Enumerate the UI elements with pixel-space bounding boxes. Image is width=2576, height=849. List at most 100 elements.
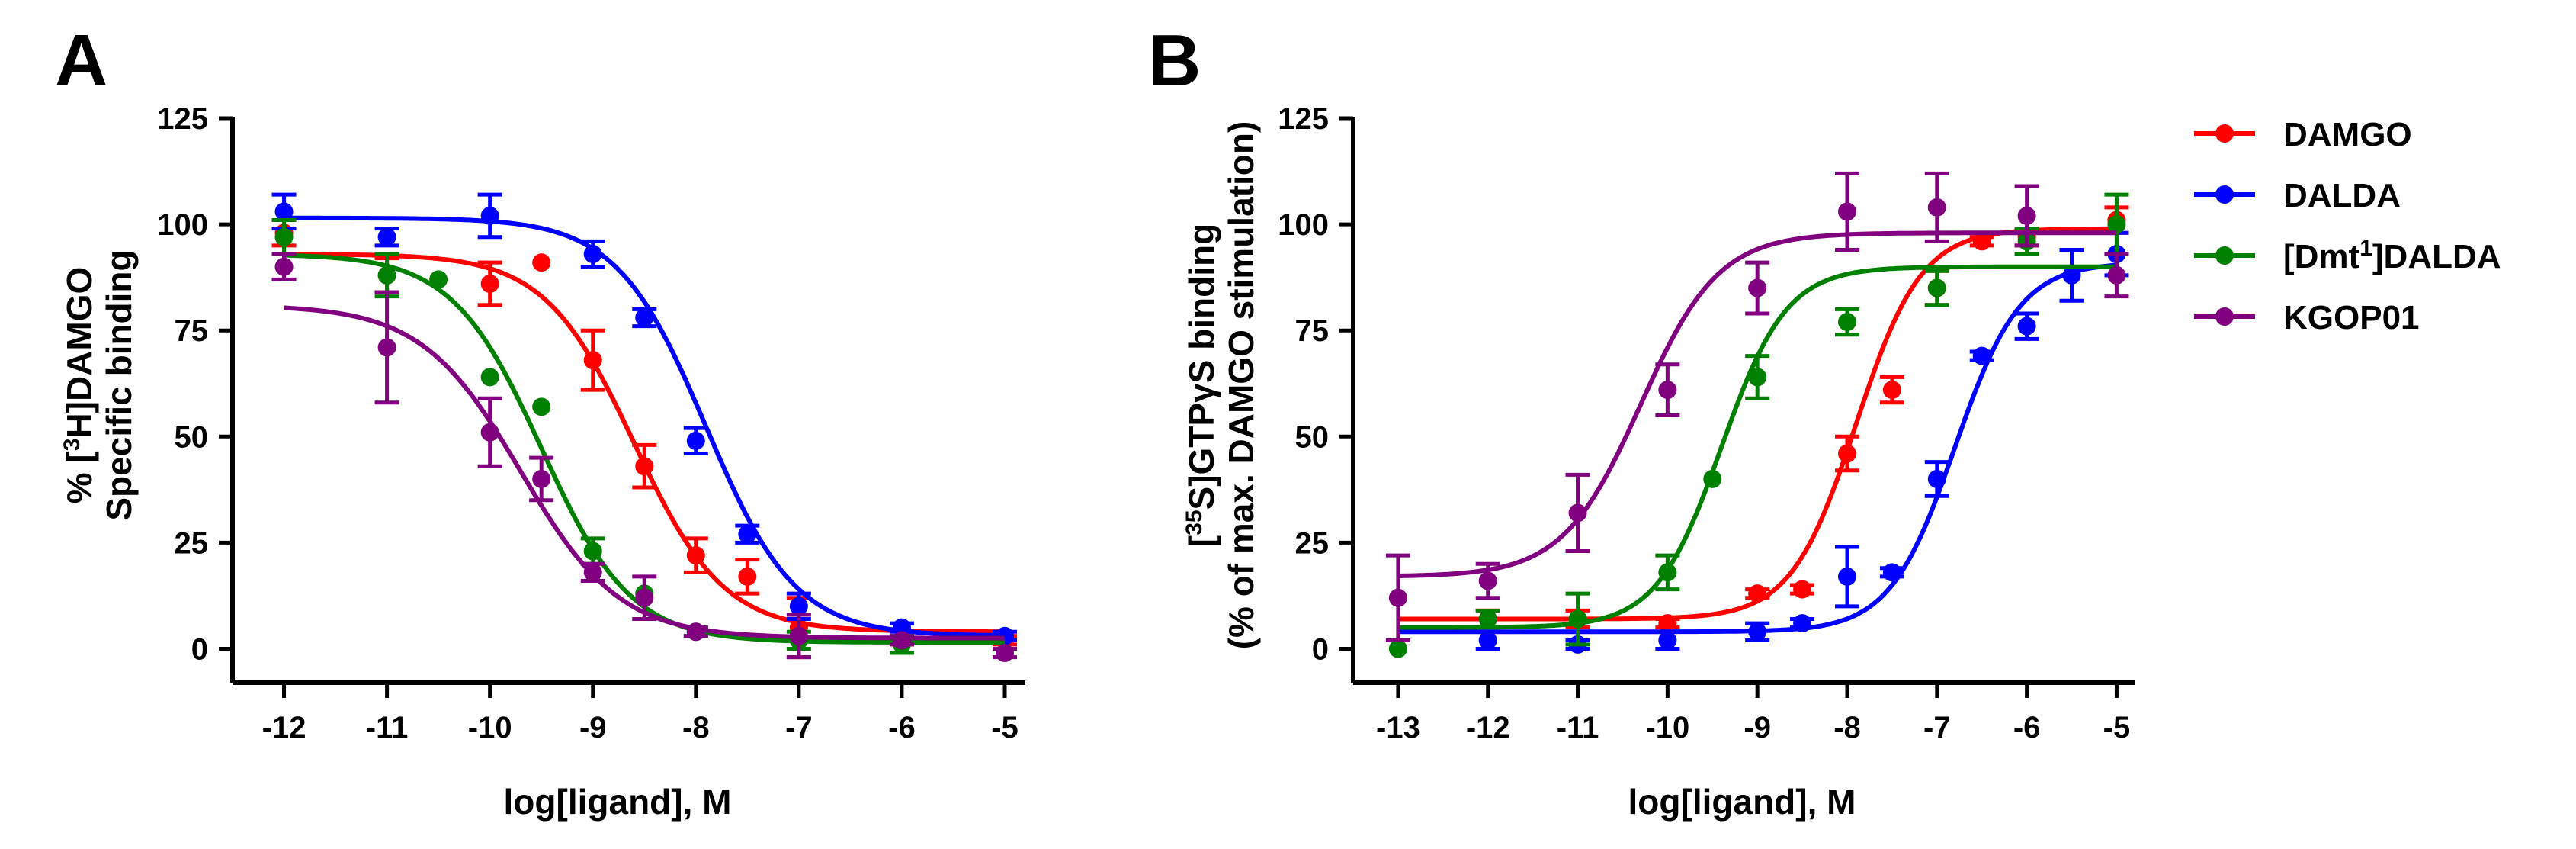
panel-b-x-tick-label: -6 <box>2013 711 2041 744</box>
legend-marker-damgo <box>2215 124 2234 143</box>
panel-a-y-tick-label: 0 <box>191 632 208 666</box>
panel-b-x-tick-label: -5 <box>2103 711 2131 744</box>
panel-b-point-dalda <box>1837 567 1856 586</box>
panel-a-y-tick-label: 125 <box>157 102 208 136</box>
panel-a-y-tick-label: 25 <box>175 526 209 560</box>
panel-b-point-kgop01 <box>1388 588 1407 607</box>
panel-a-point-kgop01 <box>583 563 602 582</box>
panel-b-y-tick-label: 125 <box>1278 102 1329 136</box>
panel-a-ylabel-line1: % [3H]DAMGO <box>59 267 100 504</box>
panel-b-y-tick-label: 25 <box>1295 526 1330 560</box>
panel-b-x-tick-label: -10 <box>1645 711 1689 744</box>
panel-b-x-tick-label: -11 <box>1557 711 1599 744</box>
panel-b-ylabel: [35S]GTPγS binding (% of max. DAMGO stim… <box>1182 121 1262 650</box>
panel-b-point-kgop01 <box>2017 206 2036 225</box>
panel-a-point-kgop01 <box>377 338 396 357</box>
panel-a-point-dalda <box>377 227 396 246</box>
panel-a-ylabel-line2: Specific binding <box>99 249 139 520</box>
panel-a-point-kgop01 <box>532 469 551 488</box>
legend: DAMGO DALDA [Dmt1]DALDA KGOP01 <box>2194 116 2501 336</box>
panel-b-point-dmt1-dalda <box>1568 609 1587 629</box>
panel-b-ylabel-line1: [35S]GTPγS binding <box>1182 224 1222 547</box>
panel-a-point-dalda <box>738 525 757 544</box>
panel-b-point-kgop01 <box>1837 202 1856 221</box>
panel-a-point-kgop01 <box>995 644 1014 663</box>
panel-b-plot: 0 25 50 75 100 125 -13 -12 -11 -10 -9 -8 -7 -6 -5 <box>1278 102 2135 744</box>
panel-b-point-dmt1-dalda <box>1703 469 1722 488</box>
panel-b-y-tick-label: 75 <box>1295 314 1330 348</box>
panel-a-y-tick-label: 50 <box>175 420 209 454</box>
panel-a-ylabel: % [3H]DAMGO Specific binding <box>59 249 140 520</box>
panel-b-point-damgo <box>1658 614 1677 633</box>
panel-b-y-tick-label: 0 <box>1312 632 1329 666</box>
panel-b-x-tick-label: -7 <box>1923 711 1951 744</box>
panel-b-x-tick-label: -8 <box>1833 711 1861 744</box>
panel-a-x-tick-label: -11 <box>366 711 409 744</box>
legend-item-kgop01: KGOP01 <box>2194 299 2420 336</box>
panel-b-letter: B <box>1148 20 1201 101</box>
panel-b-x-tick-label: -12 <box>1466 711 1510 744</box>
legend-label-dmt1-dalda: [Dmt1]DALDA <box>2283 236 2501 276</box>
panel-a-point-kgop01 <box>892 631 911 650</box>
panel-a-point-kgop01 <box>274 257 294 276</box>
panel-a-point-dalda <box>635 308 654 327</box>
panel-b-x-tick-label: -13 <box>1376 711 1420 744</box>
panel-a-point-damgo <box>480 274 499 293</box>
panel-b-point-dalda <box>2017 317 2036 336</box>
panel-b-x-tick-label: -9 <box>1744 711 1771 744</box>
panel-a-point-damgo <box>635 457 654 476</box>
panel-b-point-damgo <box>1882 381 1901 400</box>
panel-b-series-damgo <box>1397 205 2129 633</box>
panel-a-point-dmt1-dalda <box>429 270 448 289</box>
legend-item-dmt1-dalda: [Dmt1]DALDA <box>2194 236 2501 276</box>
panel-b-y-tick-label: 100 <box>1278 208 1329 242</box>
panel-b-point-damgo <box>1793 580 1812 599</box>
panel-a-point-kgop01 <box>686 622 705 642</box>
panel-b-point-kgop01 <box>1658 381 1677 400</box>
panel-b-point-dmt1-dalda <box>1658 563 1677 582</box>
panel-b-point-dalda <box>2062 265 2081 285</box>
panel-a-point-dalda <box>686 431 705 450</box>
panel-a-x-tick-label: -10 <box>468 711 512 744</box>
panel-b-point-damgo <box>1972 232 1991 251</box>
legend-item-dalda: DALDA <box>2194 177 2401 214</box>
legend-label-dalda: DALDA <box>2283 177 2401 214</box>
panel-a-series-kgop01 <box>271 252 1017 663</box>
panel-a-x-tick-label: -8 <box>682 711 710 744</box>
panel-b-point-dmt1-dalda <box>1478 609 1497 629</box>
panel-a-series-dmt1-dalda <box>271 218 1005 655</box>
panel-b-point-dalda <box>1972 346 1991 365</box>
legend-marker-dalda <box>2215 185 2234 204</box>
legend-label-kgop01: KGOP01 <box>2283 299 2420 336</box>
panel-b-point-damgo <box>1748 584 1767 603</box>
panel-a-point-dalda <box>789 597 808 616</box>
panel-a-y-tick-label: 75 <box>175 314 209 348</box>
panel-a-point-damgo <box>583 351 602 370</box>
panel-b-point-dalda <box>1927 469 1946 488</box>
panel-a-fit-curve-dalda <box>284 215 1005 638</box>
panel-a-point-dmt1-dalda <box>583 542 602 561</box>
panel-b-point-dmt1-dalda <box>2107 215 2126 234</box>
panel-a-y-tick-label: 100 <box>157 208 208 242</box>
panel-a-point-dmt1-dalda <box>377 265 396 285</box>
panel-a-point-kgop01 <box>480 423 499 442</box>
panel-a-x-tick-label: -6 <box>888 711 916 744</box>
panel-b-point-dalda <box>1658 631 1677 650</box>
panel-a-point-dmt1-dalda <box>532 397 551 416</box>
panel-b-ylabel-line2: (% of max. DAMGO stimulation) <box>1221 121 1261 650</box>
panel-b-point-kgop01 <box>2107 265 2126 285</box>
panel-a-x-tick-label: -12 <box>262 711 306 744</box>
panel-b-xlabel: log[ligand], M <box>1628 782 1856 822</box>
panel-b-point-kgop01 <box>1748 278 1767 297</box>
panel-a-point-damgo <box>532 253 551 272</box>
panel-b-series-kgop01 <box>1385 171 2129 642</box>
panel-a-x-tick-label: -5 <box>991 711 1019 744</box>
panel-b-point-kgop01 <box>1478 571 1497 590</box>
panel-a-point-dalda <box>480 206 499 225</box>
legend-marker-dmt1-dalda <box>2215 246 2234 265</box>
panel-b-point-kgop01 <box>1568 503 1587 523</box>
panel-b-point-dmt1-dalda <box>1927 278 1946 297</box>
panel-b-point-dmt1-dalda <box>1388 639 1407 658</box>
panel-b-fit-curve-dalda <box>1397 262 2117 635</box>
